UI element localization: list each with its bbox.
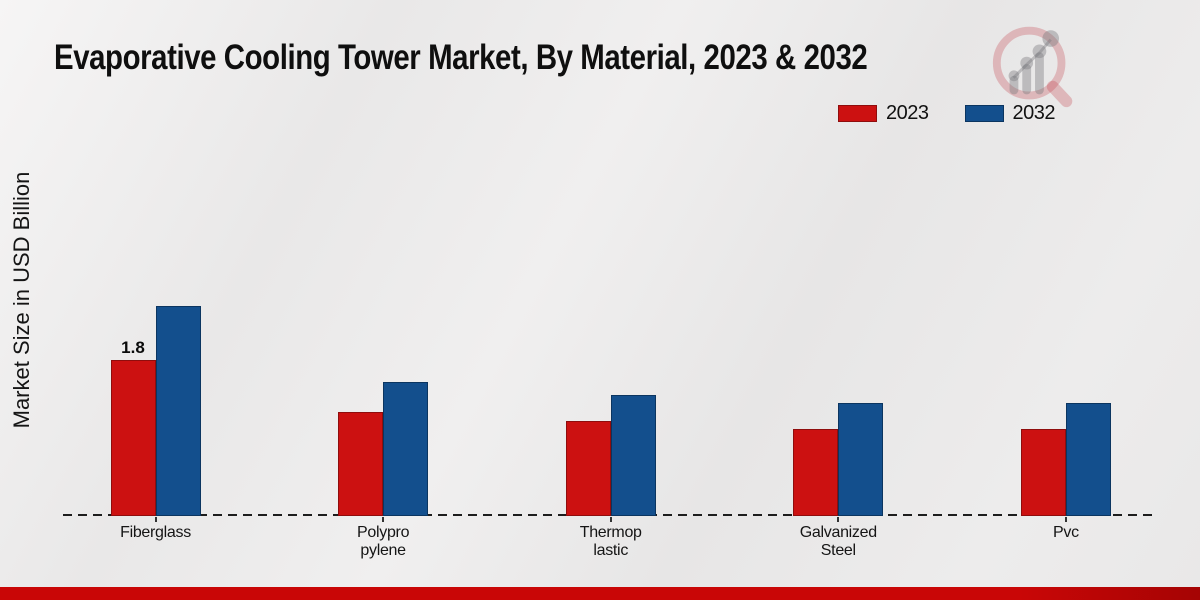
- bar-2023-galvanized: [793, 429, 839, 516]
- category-label-fiberglass: Fiberglass: [120, 524, 191, 541]
- bar-2023-fiberglass: [110, 360, 156, 516]
- category-label-galvanized: Galvanized Steel: [799, 524, 877, 560]
- category-label-pvc: Pvc: [1053, 524, 1079, 541]
- legend: 2023 2032: [838, 102, 1055, 125]
- category-label-thermop: Thermop lastic: [579, 524, 642, 560]
- x-tick-pvc: [1064, 517, 1067, 522]
- legend-item-2023: 2023: [838, 102, 929, 125]
- bar-2032-fiberglass: [155, 306, 201, 516]
- bar-2032-thermop: [610, 395, 656, 516]
- bar-2023-polypro: [338, 412, 384, 516]
- legend-swatch-2032: [964, 105, 1004, 122]
- bar-2032-polypro: [383, 382, 429, 516]
- magnifier-bar-chart-logo: [992, 26, 1073, 108]
- bar-2023-thermop: [565, 421, 611, 516]
- bar-2023-pvc: [1020, 429, 1066, 516]
- bar-value-label-fiberglass: 1.8: [121, 338, 145, 357]
- legend-label-2032: 2032: [1012, 102, 1056, 124]
- legend-swatch-2023: [838, 105, 877, 122]
- bar-2032-galvanized: [838, 403, 884, 516]
- footer-bar: [0, 587, 1200, 600]
- bar-2032-pvc: [1065, 403, 1111, 516]
- x-tick-thermop: [609, 517, 612, 522]
- x-tick-polypro: [382, 517, 385, 522]
- legend-label-2023: 2023: [886, 102, 929, 124]
- chart-title: Evaporative Cooling Tower Market, By Mat…: [54, 38, 868, 77]
- category-label-polypro: Polypro pylene: [357, 524, 410, 560]
- legend-item-2032: 2032: [964, 102, 1056, 125]
- x-tick-fiberglass: [154, 517, 157, 522]
- x-tick-galvanized: [837, 517, 840, 522]
